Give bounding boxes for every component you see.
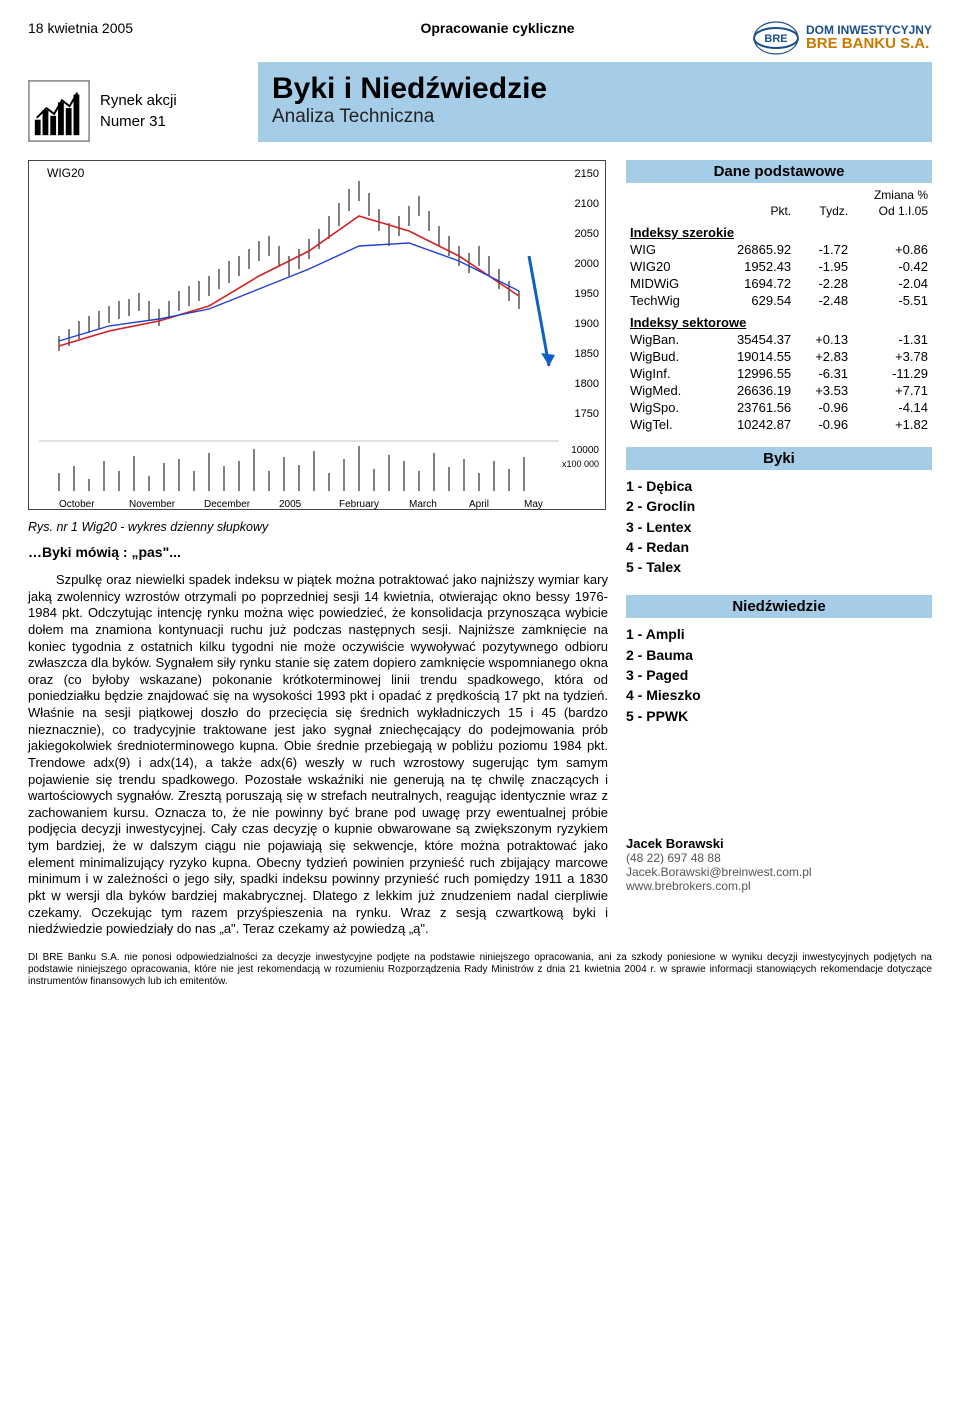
bulls-title: Byki	[626, 447, 932, 470]
svg-text:2005: 2005	[279, 499, 302, 510]
svg-text:1850: 1850	[575, 348, 599, 360]
chart-symbol-label: WIG20	[47, 166, 85, 180]
list-item: 2 - Groclin	[626, 496, 932, 516]
col-change: Zmiana %	[795, 187, 932, 203]
analysis-body: Szpulkę oraz niewielki spadek indeksu w …	[28, 572, 608, 938]
svg-text:February: February	[339, 499, 379, 510]
data-panel-title: Dane podstawowe	[626, 160, 932, 183]
title-block: Rynek akcji Numer 31 Byki i Niedźwiedzie…	[28, 62, 932, 142]
wig20-chart: WIG20 2150 2100 2050 2000 1950 1900 1850…	[28, 160, 606, 510]
contact-phone: (48 22) 697 48 88	[626, 851, 932, 865]
list-item: 4 - Mieszko	[626, 685, 932, 705]
chart-thumbnail-icon	[28, 80, 90, 142]
svg-text:2100: 2100	[575, 198, 599, 210]
date-label: 18 kwietnia 2005	[28, 20, 133, 36]
issue-label: Numer 31	[100, 113, 177, 130]
list-item: 2 - Bauma	[626, 645, 932, 665]
svg-text:October: October	[59, 499, 95, 510]
header-top: 18 kwietnia 2005 Opracowanie cykliczne B…	[28, 20, 932, 56]
table-row: WigBan.35454.37+0.13-1.31	[626, 331, 932, 348]
bears-list: 1 - Ampli2 - Bauma3 - Paged4 - Mieszko5 …	[626, 624, 932, 725]
table-row: WigInf.12996.55-6.31-11.29	[626, 365, 932, 382]
table-row: WigBud.19014.55+2.83+3.78	[626, 348, 932, 365]
svg-text:1900: 1900	[575, 318, 599, 330]
list-item: 5 - PPWK	[626, 706, 932, 726]
chart-caption: Rys. nr 1 Wig20 - wykres dzienny słupkow…	[28, 520, 608, 534]
data-table: Zmiana % Pkt. Tydz. Od 1.I.05 Indeksy sz…	[626, 187, 932, 433]
svg-text:November: November	[129, 499, 176, 510]
svg-text:December: December	[204, 499, 251, 510]
svg-text:1950: 1950	[575, 288, 599, 300]
svg-text:BRE: BRE	[764, 33, 787, 45]
table-row: WIG26865.92-1.72+0.86	[626, 241, 932, 258]
list-item: 5 - Talex	[626, 557, 932, 577]
sector-header: Indeksy sektorowe	[626, 309, 932, 331]
list-item: 3 - Lentex	[626, 517, 932, 537]
bre-logo-icon: BRE	[752, 20, 800, 56]
table-row: TechWig629.54-2.48-5.51	[626, 292, 932, 309]
svg-text:x100 000: x100 000	[562, 459, 599, 469]
disclaimer-text: DI BRE Banku S.A. nie ponosi odpowiedzia…	[28, 952, 932, 988]
table-row: WIG201952.43-1.95-0.42	[626, 258, 932, 275]
svg-text:April: April	[469, 499, 489, 510]
quote-line: …Byki mówią : „pas"...	[28, 544, 608, 560]
brand-line2: BRE BANKU S.A.	[806, 36, 932, 52]
main-title: Byki i Niedźwiedzie	[272, 72, 932, 106]
svg-text:2000: 2000	[575, 258, 599, 270]
svg-text:May: May	[524, 499, 543, 510]
brand-logo: BRE DOM INWESTYCYJNY BRE BANKU S.A.	[752, 20, 932, 56]
bulls-list: 1 - Dębica2 - Groclin3 - Lentex4 - Redan…	[626, 476, 932, 577]
contact-email: Jacek.Borawski@breinwest.com.pl	[626, 865, 932, 879]
table-row: WigSpo.23761.56-0.96-4.14	[626, 399, 932, 416]
table-row: WigTel.10242.87-0.96+1.82	[626, 416, 932, 433]
svg-text:1750: 1750	[575, 408, 599, 420]
col-od: Od 1.I.05	[852, 203, 932, 219]
bears-title: Niedźwiedzie	[626, 595, 932, 618]
col-pkt: Pkt.	[709, 203, 796, 219]
contact-name: Jacek Borawski	[626, 836, 932, 851]
section-label: Rynek akcji	[100, 92, 177, 109]
main-subtitle: Analiza Techniczna	[272, 106, 932, 128]
svg-text:2150: 2150	[575, 168, 599, 180]
table-row: WigMed.26636.19+3.53+7.71	[626, 382, 932, 399]
periodic-label: Opracowanie cykliczne	[420, 20, 574, 36]
svg-text:March: March	[409, 499, 437, 510]
col-tydz: Tydz.	[795, 203, 852, 219]
svg-text:2050: 2050	[575, 228, 599, 240]
list-item: 1 - Ampli	[626, 624, 932, 644]
contact-block: Jacek Borawski (48 22) 697 48 88 Jacek.B…	[626, 836, 932, 893]
svg-text:1800: 1800	[575, 378, 599, 390]
list-item: 3 - Paged	[626, 665, 932, 685]
list-item: 1 - Dębica	[626, 476, 932, 496]
broad-header: Indeksy szerokie	[626, 219, 932, 241]
table-row: MIDWiG1694.72-2.28-2.04	[626, 275, 932, 292]
contact-site: www.brebrokers.com.pl	[626, 879, 932, 893]
list-item: 4 - Redan	[626, 537, 932, 557]
svg-text:10000: 10000	[571, 445, 599, 456]
